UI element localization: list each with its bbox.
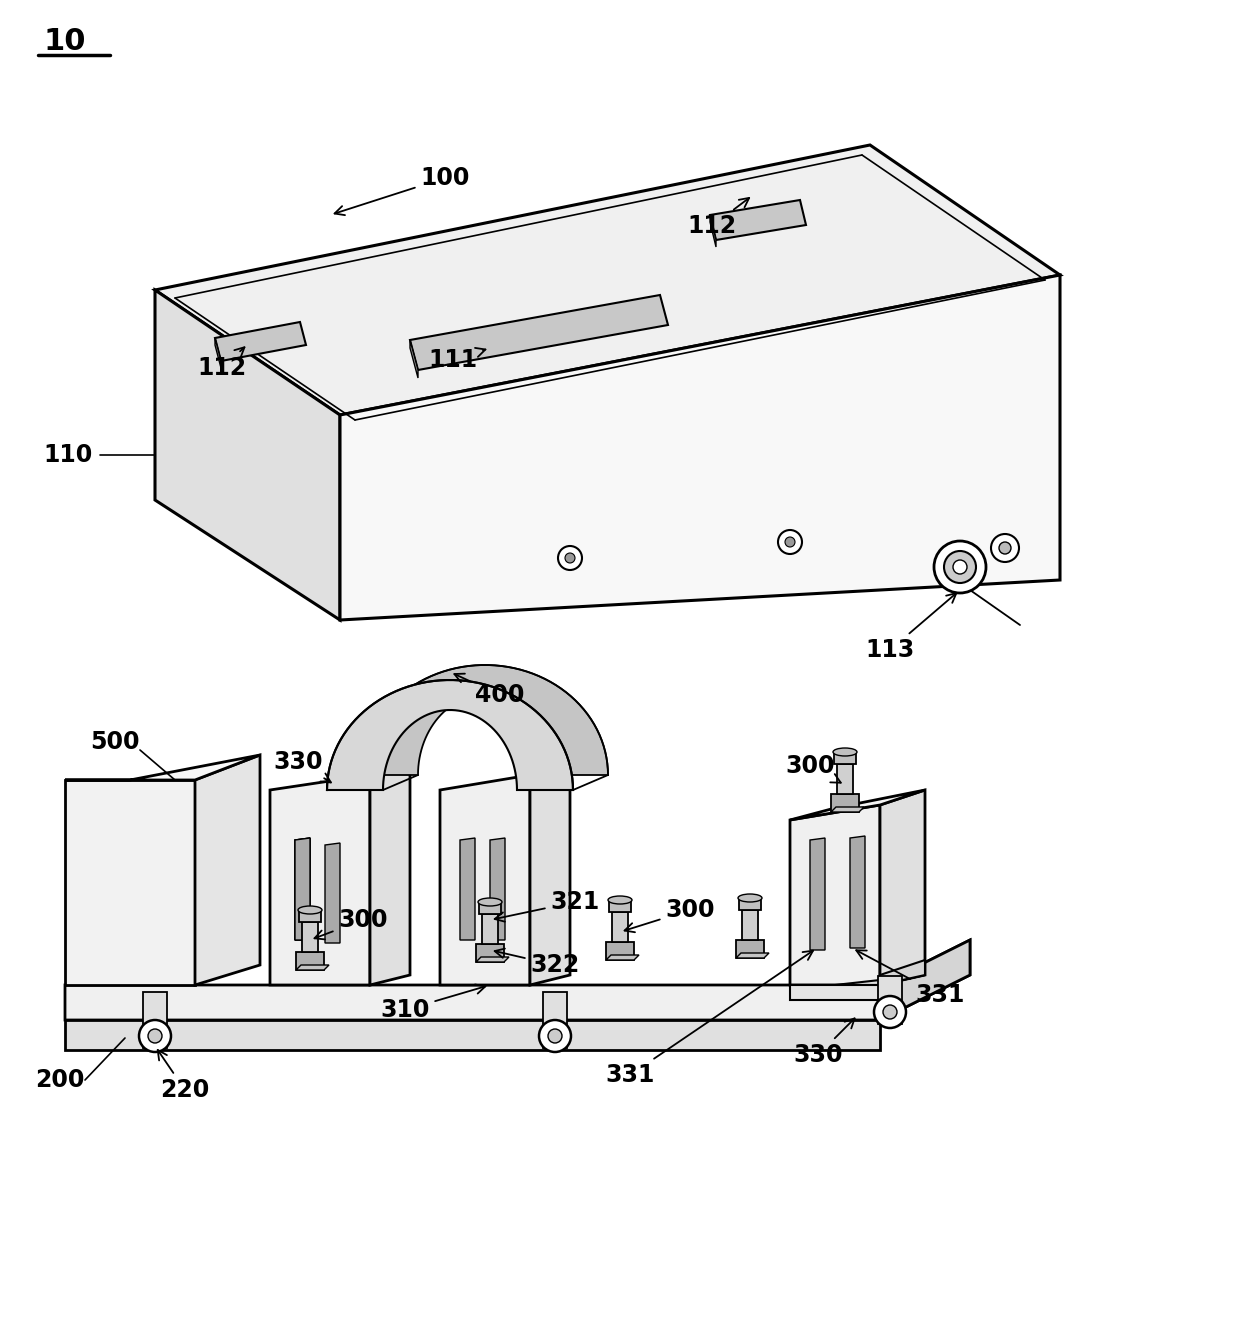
Text: 111: 111 — [429, 348, 485, 372]
Text: 331: 331 — [857, 951, 965, 1007]
Polygon shape — [460, 838, 475, 940]
Polygon shape — [295, 838, 310, 940]
Text: 220: 220 — [157, 1050, 210, 1102]
Polygon shape — [479, 902, 501, 915]
Text: 300: 300 — [785, 754, 841, 783]
Text: 10: 10 — [43, 28, 87, 56]
Polygon shape — [327, 680, 573, 790]
Ellipse shape — [833, 749, 857, 757]
Polygon shape — [215, 321, 306, 362]
Circle shape — [777, 530, 802, 554]
Polygon shape — [440, 775, 529, 986]
Polygon shape — [742, 911, 758, 940]
Polygon shape — [410, 340, 418, 378]
Polygon shape — [606, 943, 634, 960]
Polygon shape — [476, 957, 508, 961]
Circle shape — [999, 542, 1011, 554]
Polygon shape — [295, 838, 310, 940]
Circle shape — [539, 1020, 570, 1052]
Polygon shape — [296, 965, 329, 969]
Polygon shape — [831, 807, 864, 811]
Polygon shape — [410, 295, 668, 370]
Text: 310: 310 — [381, 984, 485, 1022]
Circle shape — [874, 996, 906, 1028]
Polygon shape — [295, 838, 310, 940]
Text: 113: 113 — [866, 593, 956, 661]
Polygon shape — [880, 960, 925, 986]
Ellipse shape — [477, 898, 502, 907]
Polygon shape — [790, 986, 880, 1000]
Circle shape — [139, 1020, 171, 1052]
Polygon shape — [810, 838, 825, 949]
Polygon shape — [155, 291, 340, 620]
Polygon shape — [270, 775, 370, 986]
Polygon shape — [739, 898, 761, 911]
Text: 322: 322 — [495, 948, 579, 977]
Polygon shape — [711, 216, 715, 246]
Polygon shape — [880, 940, 970, 1020]
Circle shape — [883, 1006, 897, 1019]
Text: 112: 112 — [687, 198, 749, 238]
Text: 300: 300 — [315, 908, 388, 940]
Polygon shape — [370, 761, 410, 986]
Polygon shape — [790, 790, 925, 819]
Ellipse shape — [738, 894, 763, 902]
Polygon shape — [303, 923, 317, 952]
Text: 300: 300 — [625, 898, 714, 932]
Text: 500: 500 — [91, 730, 140, 754]
Circle shape — [548, 1028, 562, 1043]
Polygon shape — [215, 337, 221, 368]
Polygon shape — [195, 755, 260, 986]
Polygon shape — [835, 753, 856, 765]
Circle shape — [785, 537, 795, 548]
Polygon shape — [880, 790, 925, 986]
Circle shape — [148, 1028, 162, 1043]
Polygon shape — [831, 794, 859, 811]
Polygon shape — [529, 761, 570, 986]
Polygon shape — [737, 953, 769, 957]
Text: 400: 400 — [454, 674, 525, 707]
Text: 112: 112 — [197, 347, 247, 380]
Text: 321: 321 — [495, 890, 600, 921]
Polygon shape — [490, 838, 505, 940]
Ellipse shape — [298, 907, 322, 915]
Polygon shape — [296, 952, 324, 969]
Polygon shape — [482, 915, 498, 944]
Text: 200: 200 — [35, 1069, 84, 1093]
Polygon shape — [790, 975, 925, 986]
Polygon shape — [476, 944, 503, 961]
Polygon shape — [362, 665, 608, 775]
Polygon shape — [543, 992, 567, 1048]
Text: 330: 330 — [794, 1019, 854, 1067]
Polygon shape — [613, 912, 627, 943]
Polygon shape — [837, 765, 853, 794]
Polygon shape — [155, 145, 1060, 415]
Polygon shape — [64, 1020, 880, 1050]
Text: 330: 330 — [273, 750, 331, 782]
Polygon shape — [143, 992, 167, 1048]
Text: 110: 110 — [43, 443, 93, 467]
Circle shape — [934, 541, 986, 593]
Circle shape — [558, 546, 582, 570]
Polygon shape — [325, 844, 340, 943]
Text: 331: 331 — [605, 951, 813, 1087]
Polygon shape — [64, 755, 260, 781]
Text: 100: 100 — [335, 166, 470, 216]
Polygon shape — [340, 274, 1060, 620]
Polygon shape — [790, 805, 880, 986]
Ellipse shape — [608, 896, 632, 904]
Polygon shape — [64, 781, 195, 986]
Polygon shape — [711, 200, 806, 240]
Polygon shape — [609, 900, 631, 912]
Polygon shape — [849, 836, 866, 948]
Circle shape — [991, 534, 1019, 562]
Circle shape — [954, 560, 967, 574]
Polygon shape — [878, 976, 901, 1024]
Circle shape — [944, 552, 976, 582]
Polygon shape — [64, 940, 970, 1020]
Polygon shape — [299, 911, 321, 923]
Circle shape — [565, 553, 575, 562]
Polygon shape — [606, 955, 639, 960]
Polygon shape — [737, 940, 764, 957]
